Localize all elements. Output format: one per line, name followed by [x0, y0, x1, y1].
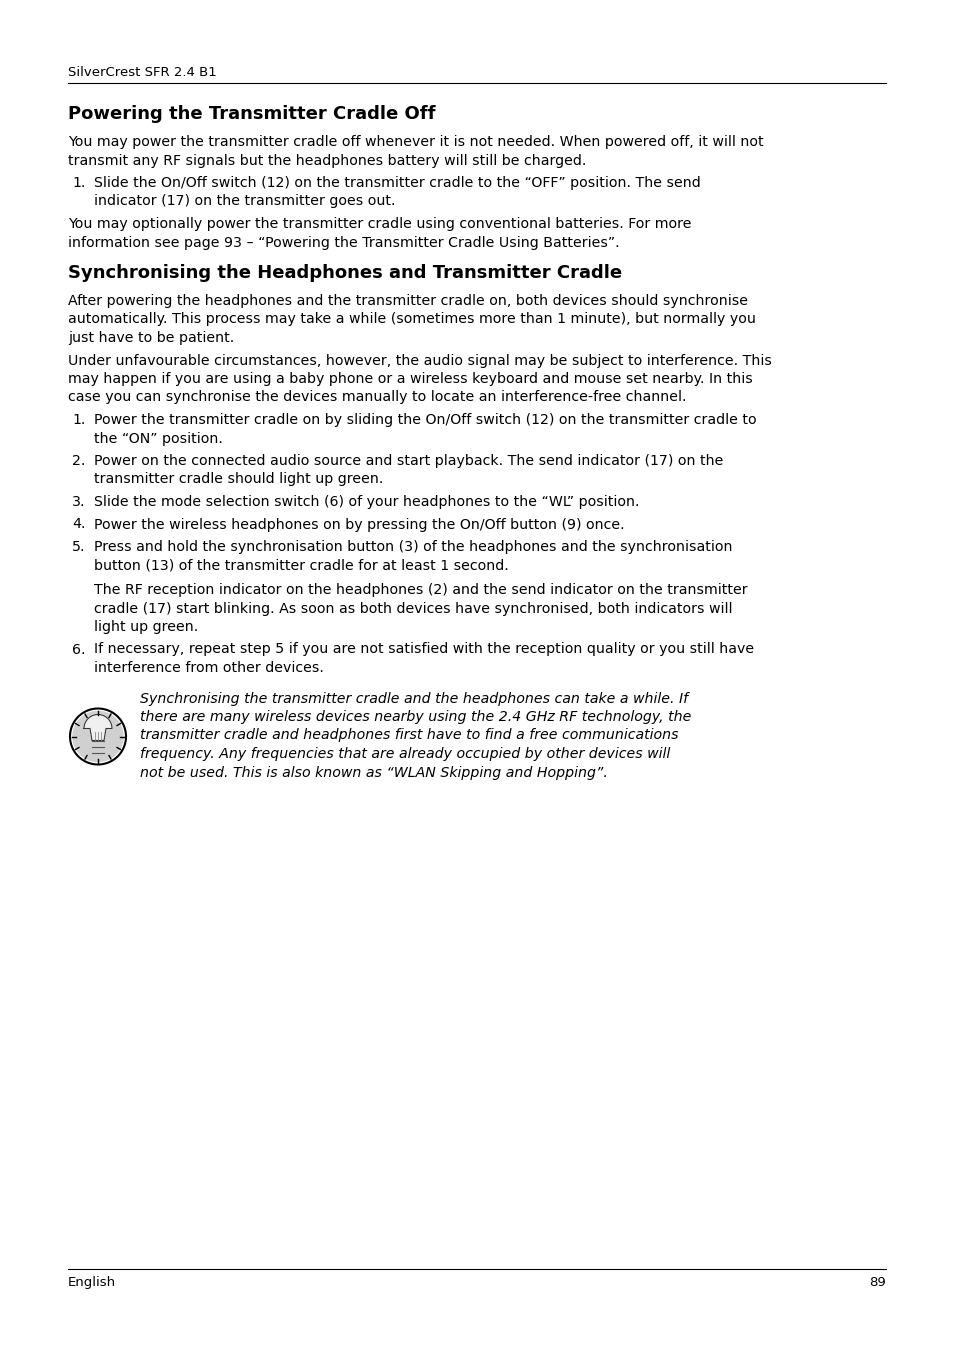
Text: the “ON” position.: the “ON” position.: [94, 431, 223, 446]
Text: indicator (17) on the transmitter goes out.: indicator (17) on the transmitter goes o…: [94, 195, 395, 208]
Text: If necessary, repeat step 5 if you are not satisfied with the reception quality : If necessary, repeat step 5 if you are n…: [94, 642, 753, 657]
Polygon shape: [70, 708, 126, 764]
Polygon shape: [73, 711, 123, 761]
Text: 1.: 1.: [71, 176, 85, 191]
Text: transmitter cradle should light up green.: transmitter cradle should light up green…: [94, 472, 383, 487]
Text: After powering the headphones and the transmitter cradle on, both devices should: After powering the headphones and the tr…: [68, 293, 747, 308]
Text: 3.: 3.: [71, 495, 86, 508]
Text: English: English: [68, 1276, 116, 1288]
Text: interference from other devices.: interference from other devices.: [94, 661, 323, 675]
Text: 89: 89: [868, 1276, 885, 1288]
Text: Power the wireless headphones on by pressing the On/Off button (9) once.: Power the wireless headphones on by pres…: [94, 518, 624, 531]
Text: You may optionally power the transmitter cradle using conventional batteries. Fo: You may optionally power the transmitter…: [68, 218, 691, 231]
Text: light up green.: light up green.: [94, 621, 198, 634]
Text: Press and hold the synchronisation button (3) of the headphones and the synchron: Press and hold the synchronisation butto…: [94, 539, 732, 554]
Text: 5.: 5.: [71, 539, 86, 554]
Text: Synchronising the transmitter cradle and the headphones can take a while. If: Synchronising the transmitter cradle and…: [140, 691, 687, 706]
Text: cradle (17) start blinking. As soon as both devices have synchronised, both indi: cradle (17) start blinking. As soon as b…: [94, 602, 732, 615]
Text: 2.: 2.: [71, 454, 85, 468]
Text: Synchronising the Headphones and Transmitter Cradle: Synchronising the Headphones and Transmi…: [68, 264, 621, 283]
Text: there are many wireless devices nearby using the 2.4 GHz RF technology, the: there are many wireless devices nearby u…: [140, 710, 691, 725]
Text: may happen if you are using a baby phone or a wireless keyboard and mouse set ne: may happen if you are using a baby phone…: [68, 372, 752, 387]
Text: 6.: 6.: [71, 642, 86, 657]
Text: The RF reception indicator on the headphones (2) and the send indicator on the t: The RF reception indicator on the headph…: [94, 583, 747, 598]
Text: 1.: 1.: [71, 412, 85, 427]
Text: Powering the Transmitter Cradle Off: Powering the Transmitter Cradle Off: [68, 105, 435, 123]
Text: transmit any RF signals but the headphones battery will still be charged.: transmit any RF signals but the headphon…: [68, 154, 586, 168]
Text: case you can synchronise the devices manually to locate an interference-free cha: case you can synchronise the devices man…: [68, 391, 686, 404]
Text: not be used. This is also known as “WLAN Skipping and Hopping”.: not be used. This is also known as “WLAN…: [140, 765, 607, 780]
Text: transmitter cradle and headphones first have to find a free communications: transmitter cradle and headphones first …: [140, 729, 678, 742]
Text: Power on the connected audio source and start playback. The send indicator (17) : Power on the connected audio source and …: [94, 454, 722, 468]
Text: 4.: 4.: [71, 518, 86, 531]
Polygon shape: [84, 714, 112, 741]
Text: SilverCrest SFR 2.4 B1: SilverCrest SFR 2.4 B1: [68, 66, 216, 78]
Text: frequency. Any frequencies that are already occupied by other devices will: frequency. Any frequencies that are alre…: [140, 748, 670, 761]
Text: information see page 93 – “Powering the Transmitter Cradle Using Batteries”.: information see page 93 – “Powering the …: [68, 235, 619, 250]
Text: button (13) of the transmitter cradle for at least 1 second.: button (13) of the transmitter cradle fo…: [94, 558, 508, 572]
Text: Slide the mode selection switch (6) of your headphones to the “WL” position.: Slide the mode selection switch (6) of y…: [94, 495, 639, 508]
Text: just have to be patient.: just have to be patient.: [68, 331, 234, 345]
Text: Slide the On/Off switch (12) on the transmitter cradle to the “OFF” position. Th: Slide the On/Off switch (12) on the tran…: [94, 176, 700, 191]
Text: Under unfavourable circumstances, however, the audio signal may be subject to in: Under unfavourable circumstances, howeve…: [68, 353, 771, 368]
Text: You may power the transmitter cradle off whenever it is not needed. When powered: You may power the transmitter cradle off…: [68, 135, 762, 149]
Text: automatically. This process may take a while (sometimes more than 1 minute), but: automatically. This process may take a w…: [68, 312, 755, 326]
Text: Power the transmitter cradle on by sliding the On/Off switch (12) on the transmi: Power the transmitter cradle on by slidi…: [94, 412, 756, 427]
